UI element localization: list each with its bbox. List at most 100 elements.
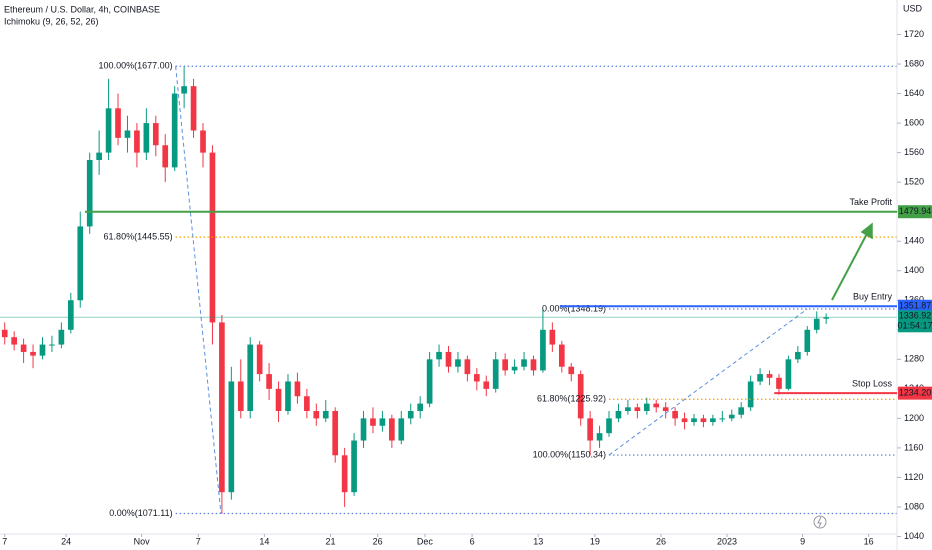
candle-body: [473, 374, 480, 382]
y-tick-label: 1160: [904, 442, 923, 452]
candle-body: [304, 396, 310, 411]
candle-body: [643, 403, 650, 411]
candle-body: [105, 108, 112, 153]
candle-body: [464, 359, 471, 375]
candle-body: [11, 337, 17, 345]
x-tick-label: 21: [325, 536, 335, 546]
currency-label: USD: [903, 3, 923, 13]
candle-body: [30, 351, 36, 356]
level-price-label: 1479.94: [899, 206, 932, 216]
candle-body: [710, 418, 716, 423]
candle-body: [445, 351, 452, 367]
candle-body: [691, 418, 697, 423]
candle-body: [502, 359, 508, 371]
y-tick-label: 1080: [904, 501, 924, 511]
candle-body: [313, 411, 320, 419]
y-tick-label: 1720: [904, 29, 924, 39]
fib-level-label: 100.00%(1677.00): [99, 61, 173, 71]
y-tick-label: 1600: [904, 117, 924, 127]
y-tick-label: 1040: [904, 531, 924, 541]
candle-body: [804, 329, 811, 352]
candle-body: [662, 407, 669, 411]
level-name: Take Profit: [849, 197, 892, 207]
x-tick-label: 24: [61, 536, 71, 546]
x-tick-label: 9: [800, 536, 805, 546]
x-tick-label: 14: [259, 536, 269, 546]
candle-body: [171, 93, 178, 168]
candle-body: [143, 123, 150, 153]
y-tick-label: 1520: [904, 177, 924, 187]
candle-body: [332, 411, 339, 456]
y-tick-label: 1440: [904, 236, 924, 246]
candle-body: [20, 344, 27, 352]
replay-icon-bolt: [817, 516, 822, 528]
candle-body: [795, 351, 801, 360]
candle-body: [407, 411, 414, 419]
candle-body: [341, 455, 348, 493]
plot-area: 100.00%(1677.00) 61.80%(1445.55) 0.00%(107…: [0, 61, 897, 518]
arrow-head: [860, 222, 873, 240]
candle-body: [237, 381, 244, 411]
candle-body: [738, 407, 745, 415]
y-tick-label: 1280: [904, 354, 924, 364]
candle-body: [389, 418, 395, 441]
candle-body: [228, 381, 235, 493]
x-tick-label: Nov: [134, 536, 151, 546]
x-tick-label: 6: [470, 536, 475, 546]
candle-body: [134, 130, 140, 153]
candle-body: [568, 366, 575, 375]
x-tick-label: 26: [656, 536, 666, 546]
y-tick-label: 1400: [904, 265, 924, 275]
candle-body: [436, 351, 442, 360]
x-tick-label: 19: [590, 536, 600, 546]
candle-body: [766, 374, 773, 378]
candle-body: [615, 411, 622, 419]
x-tick-label: 16: [864, 536, 874, 546]
y-tick-label: 1680: [904, 58, 924, 68]
candle-body: [86, 160, 93, 227]
x-tick-label: Dec: [417, 536, 434, 546]
level-name: Stop Loss: [852, 379, 893, 389]
candle-body: [596, 433, 603, 441]
fib-level-label: 61.80%(1225.92): [537, 394, 606, 404]
candle-body: [728, 414, 735, 419]
y-tick-label: 1200: [904, 413, 924, 423]
candle-body: [115, 108, 121, 138]
candle-body: [747, 381, 754, 408]
candle-body: [700, 418, 707, 423]
candle-body: [757, 374, 763, 382]
countdown-label: 01:54:17: [897, 321, 932, 331]
candle-body: [285, 381, 291, 411]
fib-level-label: 0.00%(1348.19): [542, 303, 606, 313]
candle-body: [606, 418, 612, 434]
x-tick-label: 2023: [717, 536, 737, 546]
level-price-label: 1351.87: [899, 301, 932, 311]
fib-level-label: 61.80%(1445.55): [104, 231, 173, 241]
current-price-tag: [898, 310, 932, 333]
candle-body: [96, 152, 102, 160]
candle-body: [634, 407, 641, 411]
candle-body: [426, 359, 433, 404]
candle-body: [200, 130, 206, 153]
indicator-label: Ichimoku (9, 26, 52, 26): [4, 16, 99, 26]
candle-body: [776, 377, 782, 389]
y-tick-label: 1640: [904, 88, 924, 98]
candle-body: [549, 329, 556, 345]
candle-body: [181, 86, 187, 94]
replay-icon[interactable]: [813, 515, 827, 529]
candle-body: [483, 381, 490, 389]
candle-body: [39, 344, 46, 356]
candle-body: [190, 86, 197, 131]
level-price-tag: [898, 386, 932, 400]
x-tick-label: 13: [533, 536, 543, 546]
candle-body: [625, 407, 631, 411]
candle-body: [492, 359, 499, 389]
candle-body: [247, 344, 254, 411]
level-name: Buy Entry: [853, 292, 893, 302]
candle-body: [322, 411, 329, 419]
chart-title: Ethereum / U.S. Dollar, 4h, COINBASE: [4, 4, 160, 14]
candle-body: [785, 359, 792, 389]
candle-body: [530, 359, 537, 371]
